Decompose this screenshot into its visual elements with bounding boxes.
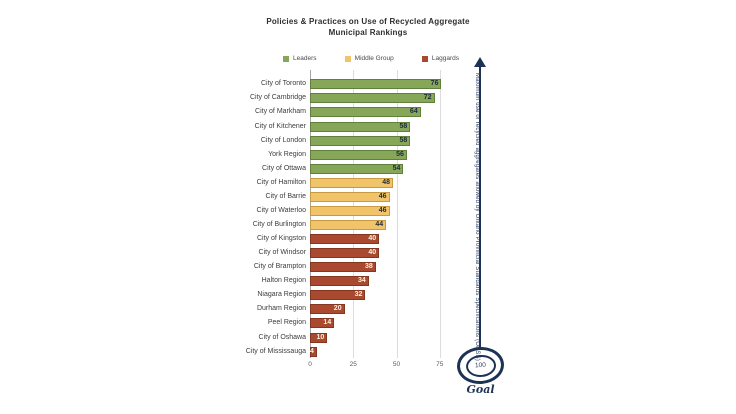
legend-item-laggards: Laggards xyxy=(421,55,459,62)
bar-leaders: 58 xyxy=(310,121,411,132)
bar-value-label: 20 xyxy=(333,305,342,313)
legend-swatch-icon xyxy=(421,55,428,62)
bar-laggards: 20 xyxy=(310,304,345,315)
category-label: City of Markham xyxy=(255,108,306,116)
bar-value-label: 32 xyxy=(354,291,363,299)
category-label: City of Cambridge xyxy=(249,94,306,102)
category-label: City of Hamilton xyxy=(256,178,306,186)
x-tick-label-25: 25 xyxy=(349,361,357,368)
bar-leaders: 64 xyxy=(310,107,421,118)
gridline-75 xyxy=(439,70,441,358)
category-label: City of Brampton xyxy=(253,263,306,271)
bar-value-label: 72 xyxy=(423,94,432,102)
bar-value-label: 76 xyxy=(430,80,439,88)
legend-label: Middle Group xyxy=(354,55,394,62)
bar-value-label: 4 xyxy=(310,347,314,355)
category-label: Niagara Region xyxy=(257,291,306,299)
category-label: City of Windsor xyxy=(258,249,306,257)
category-label: City of Kingston xyxy=(256,235,306,243)
bar-laggards: 34 xyxy=(310,276,369,287)
x-tick-label-0: 0 xyxy=(308,361,312,368)
bar-value-label: 40 xyxy=(368,235,377,243)
bar-leaders: 76 xyxy=(310,79,442,90)
category-label: Halton Region xyxy=(261,277,306,285)
bar-value-label: 56 xyxy=(396,150,404,158)
bar-leaders: 56 xyxy=(310,149,407,160)
bar-value-label: 46 xyxy=(378,206,387,214)
goal-arrow-head-icon xyxy=(474,57,486,67)
chart-title: Policies & Practices on Use of Recycled … xyxy=(0,16,736,38)
legend-item-leaders: Leaders xyxy=(283,55,317,62)
category-label: City of London xyxy=(260,136,306,144)
bar-value-label: 54 xyxy=(392,164,401,172)
bar-laggards: 4 xyxy=(310,346,317,357)
goal-value: 100 xyxy=(474,361,487,370)
bar-value-label: 64 xyxy=(409,108,418,116)
category-label: City of Burlington xyxy=(252,221,306,228)
legend: Leaders Middle Group Laggards xyxy=(283,55,459,62)
legend-swatch-icon xyxy=(344,55,351,62)
legend-label: Laggards xyxy=(431,55,459,62)
category-label: City of Oshawa xyxy=(258,333,306,341)
bar-value-label: 40 xyxy=(368,249,377,257)
x-tick-label-75: 75 xyxy=(436,361,444,368)
bar-middle: 46 xyxy=(310,191,390,202)
bar-laggards: 10 xyxy=(310,332,328,343)
legend-item-middle: Middle Group xyxy=(344,55,394,62)
legend-swatch-icon xyxy=(283,55,289,62)
bar-value-label: 14 xyxy=(323,319,332,327)
bar-middle: 46 xyxy=(310,205,390,216)
category-label: City of Ottawa xyxy=(262,164,306,172)
bar-middle: 48 xyxy=(310,177,394,188)
category-label: City of Mississauga xyxy=(245,347,306,355)
category-label: City of Waterloo xyxy=(256,206,306,214)
category-label: City of Kitchener xyxy=(254,122,306,130)
category-label: City of Toronto xyxy=(260,80,306,88)
bar-value-label: 44 xyxy=(375,221,384,228)
category-label: York Region xyxy=(268,150,306,158)
bar-value-label: 10 xyxy=(316,333,325,341)
bar-value-label: 38 xyxy=(364,263,373,271)
bar-value-label: 46 xyxy=(378,192,387,200)
chart-title-line1: Policies & Practices on Use of Recycled … xyxy=(266,17,470,26)
category-label: City of Barrie xyxy=(265,192,306,200)
chart-title-line2: Municipal Rankings xyxy=(328,28,408,37)
bar-laggards: 14 xyxy=(310,318,335,329)
bar-value-label: 48 xyxy=(382,178,391,186)
x-tick-label-50: 50 xyxy=(392,361,401,368)
bar-value-label: 58 xyxy=(399,122,408,130)
gridline-50 xyxy=(396,70,398,358)
arrow-annotation: Maximum use of recycled aggregates allow… xyxy=(474,73,480,361)
bar-leaders: 58 xyxy=(310,135,411,146)
bar-leaders: 54 xyxy=(310,163,404,174)
legend-label: Leaders xyxy=(293,55,317,62)
category-label: Peel Region xyxy=(267,319,306,327)
goal-target-inner-ring: 100 xyxy=(464,353,497,378)
bar-laggards: 38 xyxy=(310,262,376,273)
goal-target-icon: 100 xyxy=(455,345,506,386)
bar-laggards: 32 xyxy=(310,290,366,301)
bar-laggards: 40 xyxy=(310,234,380,245)
goal-label: Goal xyxy=(466,383,495,396)
category-label: Durham Region xyxy=(256,305,306,313)
bar-value-label: 34 xyxy=(358,277,366,285)
bar-middle: 44 xyxy=(310,220,387,230)
bar-value-label: 58 xyxy=(399,136,408,144)
bar-laggards: 40 xyxy=(310,248,380,259)
goal-arrow-line xyxy=(479,66,481,348)
bar-leaders: 72 xyxy=(310,93,435,104)
